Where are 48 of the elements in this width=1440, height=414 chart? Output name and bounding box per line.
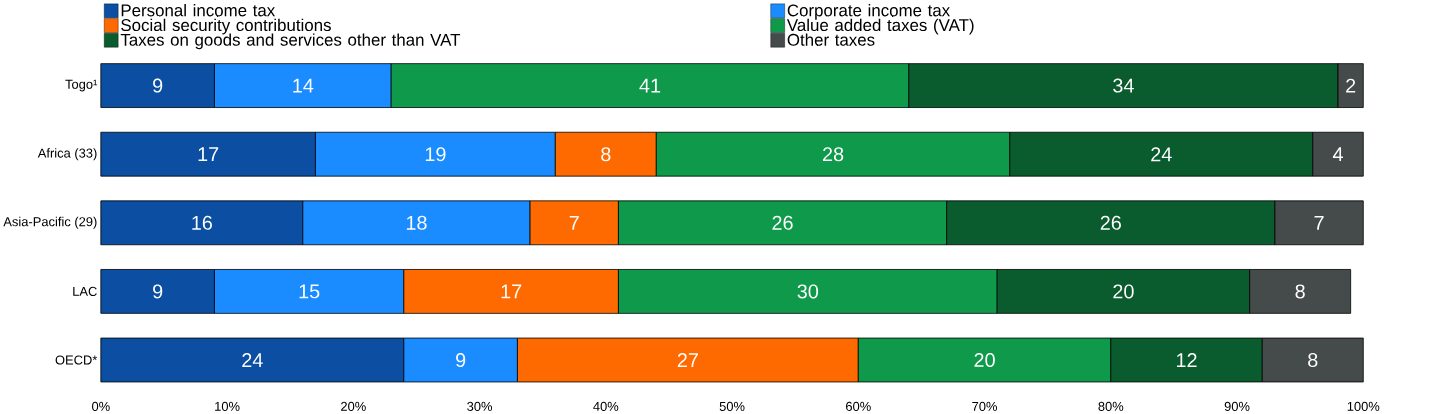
y-tick-label: OECD* [55, 355, 98, 365]
x-tick-label: 90% [1224, 401, 1250, 411]
y-tick-label: Asia-Pacific (29) [3, 216, 97, 229]
data-label: 19 [425, 147, 446, 162]
data-label: 9 [153, 284, 163, 299]
data-label: 7 [1314, 215, 1324, 230]
legend-label: Taxes on goods and services other than VAT [120, 33, 461, 50]
data-label: 4 [1332, 147, 1343, 161]
data-label: 24 [242, 352, 263, 367]
legend-label: Other taxes [787, 33, 875, 46]
data-label: 41 [639, 78, 661, 93]
data-label: 20 [974, 352, 995, 367]
data-label: 14 [293, 78, 314, 93]
x-tick-label: 10% [215, 401, 240, 411]
x-tick-label: 70% [972, 401, 998, 411]
data-label: 8 [1295, 284, 1305, 299]
legend-label: Personal income tax [121, 3, 276, 17]
data-label: 18 [406, 215, 427, 230]
x-tick-label: 0% [92, 401, 110, 411]
data-label: 9 [456, 352, 466, 367]
y-tick-label: Togo¹ [65, 79, 98, 92]
data-label: 15 [299, 284, 320, 299]
data-label: 7 [569, 215, 579, 230]
data-label: 12 [1176, 352, 1197, 367]
data-label: 26 [772, 215, 793, 230]
data-label: 17 [501, 284, 522, 299]
data-label: 8 [1308, 352, 1318, 367]
x-tick-label: 80% [1098, 401, 1124, 411]
data-label: 8 [601, 147, 611, 162]
data-label: 20 [1113, 284, 1134, 299]
x-tick-label: 50% [719, 401, 745, 411]
x-tick-label: 60% [846, 401, 871, 411]
x-tick-label: 40% [593, 401, 619, 411]
data-label: 28 [823, 147, 844, 162]
x-tick-label: 30% [467, 401, 493, 411]
y-tick-label: Africa (33) [37, 148, 97, 161]
y-tick-label: LAC [73, 286, 97, 296]
data-label: 26 [1100, 215, 1121, 230]
x-tick-label: 100% [1347, 401, 1380, 411]
data-label: 34 [1113, 78, 1134, 93]
data-label: 24 [1151, 147, 1172, 162]
data-label: 17 [198, 147, 219, 161]
data-label: 16 [192, 215, 213, 230]
data-label: 2 [1346, 78, 1356, 93]
data-label: 30 [797, 284, 819, 299]
x-tick-label: 20% [341, 401, 366, 411]
data-label: 9 [153, 78, 163, 93]
data-label: 27 [677, 352, 698, 367]
